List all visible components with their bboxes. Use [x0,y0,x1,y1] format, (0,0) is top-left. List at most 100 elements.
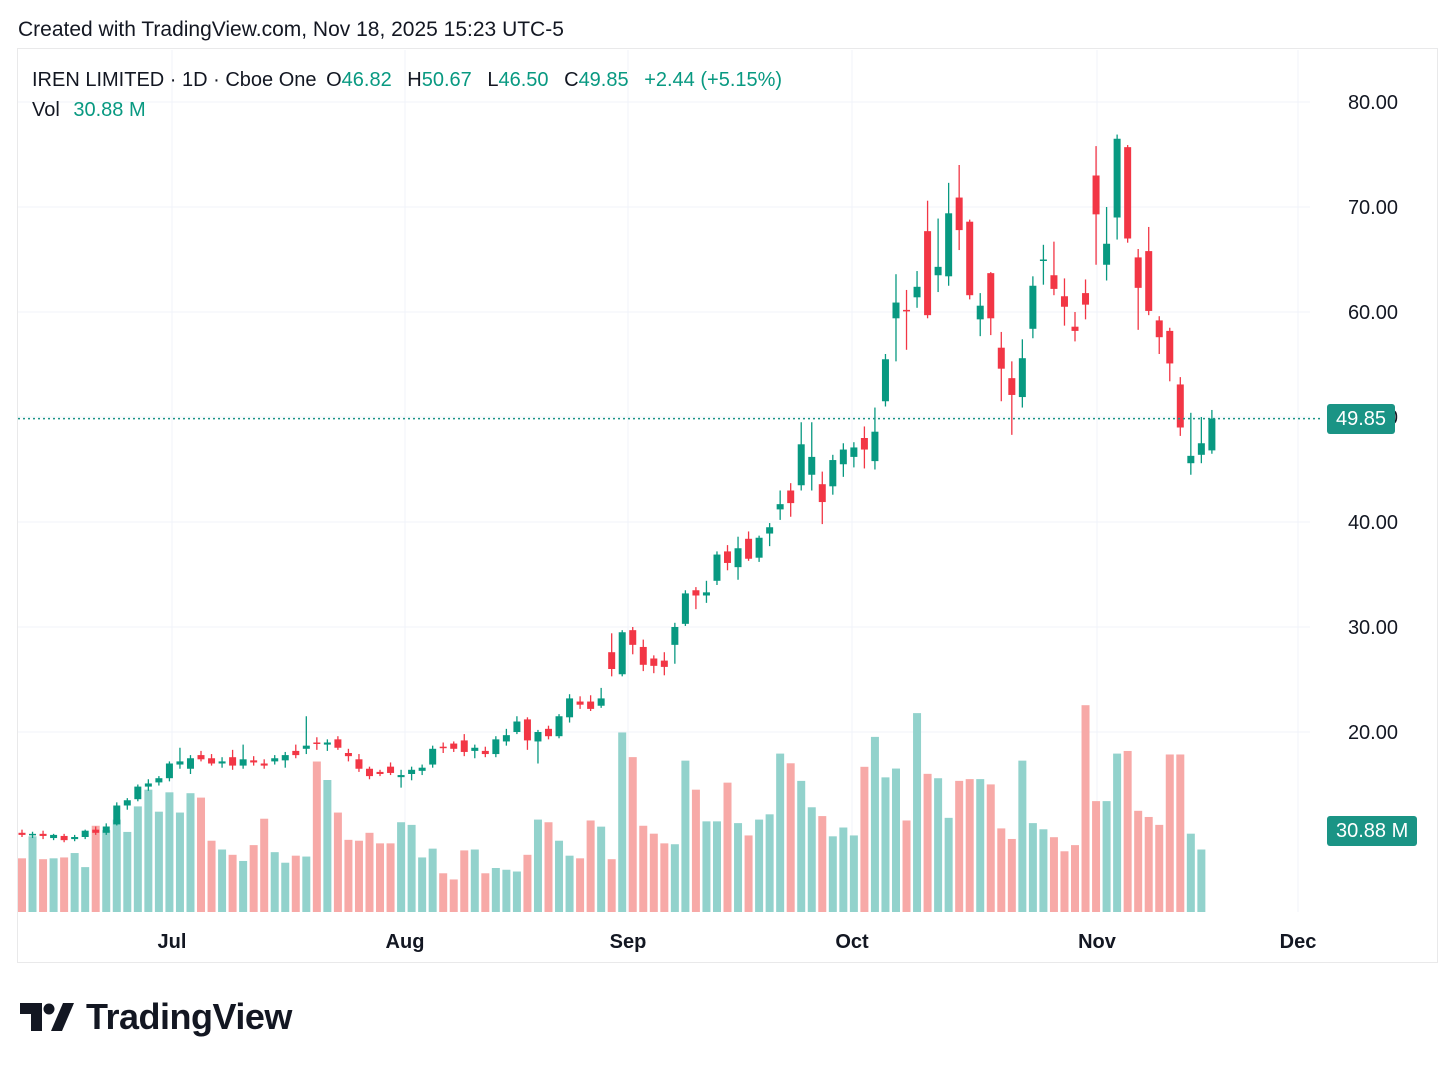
candle-body [334,739,342,748]
volume-bar [544,822,553,912]
volume-bar [144,789,153,912]
candle [618,630,626,677]
candle-body [1018,358,1026,398]
candle-body [755,537,763,558]
candle [903,289,911,350]
candle-body [471,747,479,751]
candle-body [376,771,384,774]
candle [113,802,121,826]
candle [397,769,405,788]
candle-body [924,231,932,316]
volume-bar [744,835,753,912]
volume-bar [849,835,858,912]
candle [829,454,837,495]
candle [365,766,373,780]
volume-bar [1081,705,1090,912]
candle [1029,276,1037,339]
volume-bar [102,830,111,912]
volume-bar [376,843,385,912]
candle [1039,244,1047,285]
candle-body [387,766,395,773]
candle [502,728,510,746]
volume-bar [860,766,869,912]
candle-body [587,701,595,709]
candle-body [629,630,637,645]
candle [176,747,184,769]
volume-bar [439,873,448,912]
candle-body [1103,243,1111,265]
symbol-label: IREN LIMITED · 1D · Cboe One [32,69,317,91]
candle [881,354,889,407]
low-label: L [487,69,499,91]
candle [334,736,342,750]
volume-bar [691,789,700,912]
candle-body [197,755,205,760]
candle [1103,207,1111,281]
candle-body [344,753,352,757]
candle [1092,146,1100,265]
volume-bar [249,845,258,912]
volume-bar [302,856,311,912]
open-value: 46.82 [341,69,392,91]
candle [566,694,574,723]
candle [408,766,416,781]
candle-body [1060,296,1068,307]
candle-body [1092,175,1100,215]
time-tick-label: Nov [1078,931,1117,953]
volume-bar [1176,754,1185,912]
candle-body [218,761,226,764]
candle-body [976,305,984,320]
volume-bar [481,873,490,912]
candle [1060,278,1068,326]
candle-body [281,755,289,761]
candle-body [523,719,531,741]
volume-bar [1049,837,1058,912]
volume-bar [807,807,816,912]
candle-body [408,769,416,774]
candle [639,639,647,672]
candle-body [745,538,753,559]
candle-body [208,758,216,764]
candle [313,737,321,750]
tradingview-logo[interactable]: TradingView [20,996,292,1038]
candle [966,219,974,300]
candle [376,769,384,777]
candle-body [671,627,679,645]
candle [186,755,194,774]
candle-body [239,759,247,766]
volume-bar [81,867,90,912]
volume-bar [881,777,890,912]
volume-bar [628,757,637,912]
volume-bar [344,839,353,912]
volume-bar [523,854,532,912]
candle-body [502,735,510,742]
volume-bar [460,850,469,912]
candle-body [323,742,331,745]
tradingview-logo-icon [20,1003,74,1031]
candle [1071,312,1079,342]
candle-body [229,757,237,766]
grid-lines [18,50,1310,912]
candle [797,422,805,491]
volume-bar [186,793,195,912]
candle [892,274,900,362]
volume-bar [449,879,458,912]
candle-body [829,460,837,487]
volume-tag: 30.88 M [1327,816,1418,846]
volume-bar [312,761,321,912]
candle-body [113,805,121,825]
tradingview-wordmark: TradingView [86,996,292,1037]
candle [81,829,89,840]
candle-body [92,829,100,833]
candle-body [1145,251,1153,311]
volume-row: Vol 30.88 M [32,98,792,128]
high-value: 50.67 [421,69,472,91]
volume-bar [407,824,416,912]
volume-bar [681,760,690,912]
candle [1166,327,1174,382]
low-value: 46.50 [498,69,549,91]
volume-bar [997,828,1006,912]
candle-body [808,456,816,475]
volume-bar [218,849,227,912]
